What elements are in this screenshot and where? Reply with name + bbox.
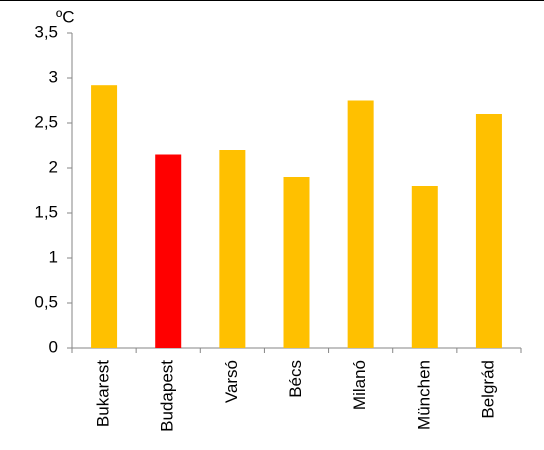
bar bbox=[411, 186, 438, 348]
bar bbox=[219, 150, 246, 348]
bar bbox=[347, 100, 374, 348]
x-tick-label: Budapest bbox=[158, 360, 177, 432]
y-unit-label: ºC bbox=[56, 7, 75, 26]
bar bbox=[155, 154, 182, 348]
y-tick-label: 0,5 bbox=[34, 292, 58, 311]
bar bbox=[475, 114, 502, 348]
y-tick-label: 1 bbox=[49, 247, 58, 266]
y-tick-label: 2 bbox=[49, 157, 58, 176]
y-tick-label: 3 bbox=[49, 67, 58, 86]
bar bbox=[283, 177, 310, 348]
x-tick-label: München bbox=[414, 360, 433, 430]
x-tick-label: Milanó bbox=[350, 360, 369, 410]
x-tick-label: Bécs bbox=[286, 360, 305, 398]
x-tick-label: Bukarest bbox=[94, 360, 113, 427]
y-tick-label: 3,5 bbox=[34, 22, 58, 41]
bar bbox=[91, 85, 118, 348]
y-tick-label: 2,5 bbox=[34, 112, 58, 131]
y-tick-label: 1,5 bbox=[34, 202, 58, 221]
x-tick-label: Varsó bbox=[222, 360, 241, 403]
y-tick-label: 0 bbox=[49, 337, 58, 356]
x-tick-label: Belgrád bbox=[478, 360, 497, 419]
